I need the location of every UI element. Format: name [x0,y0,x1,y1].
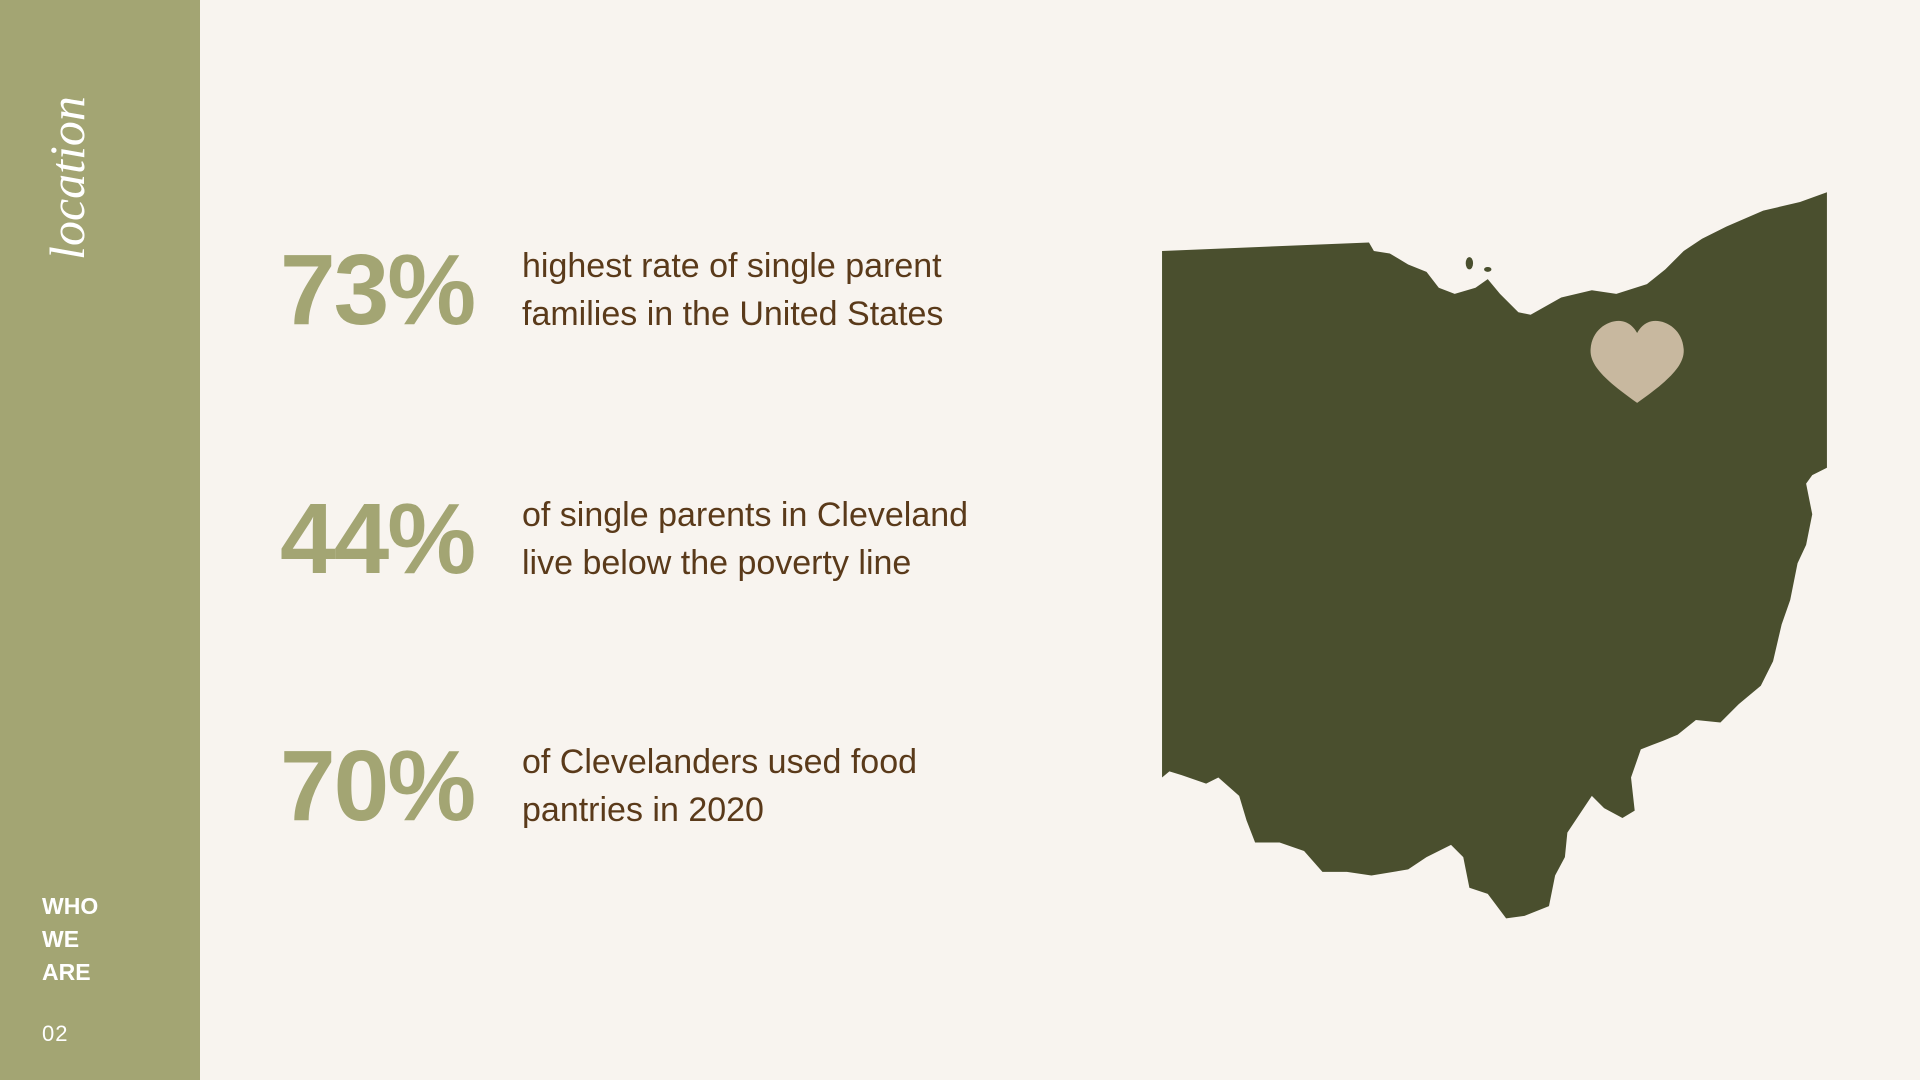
section-word: WE [42,926,80,952]
stat-description: highest rate of single parent families i… [522,242,943,338]
stat-value: 70% [280,729,476,842]
stat-line: live below the poverty line [522,544,912,582]
stat: 70% of Clevelanders used food pantries i… [280,729,1080,842]
stat: 44% of single parents in Cleveland live … [280,482,1080,595]
page-number: 02 [42,1021,69,1046]
ohio-shape [1162,192,1827,919]
stat-value: 73% [280,233,476,346]
section-label: WHO WE ARE [42,890,98,989]
sidebar: location WHO WE ARE 02 [0,0,200,1080]
stat-line: highest rate of single parent [522,247,942,285]
stat-line: of single parents in Cleveland [522,496,969,534]
stat-line: families in the United States [522,295,944,333]
island [1465,257,1474,270]
stat-value: 44% [280,482,476,595]
stat: 73% highest rate of single parent famili… [280,233,1080,346]
island [1484,266,1492,272]
stat-description: of Clevelanders used food pantries in 20… [522,738,917,834]
section-word: WHO [42,893,99,919]
heart-icon [1590,320,1684,403]
section-word: ARE [42,959,91,985]
stat-line: of Clevelanders used food [522,743,918,781]
stat-line: pantries in 2020 [522,791,764,829]
stat-description: of single parents in Cleveland live belo… [522,491,968,587]
